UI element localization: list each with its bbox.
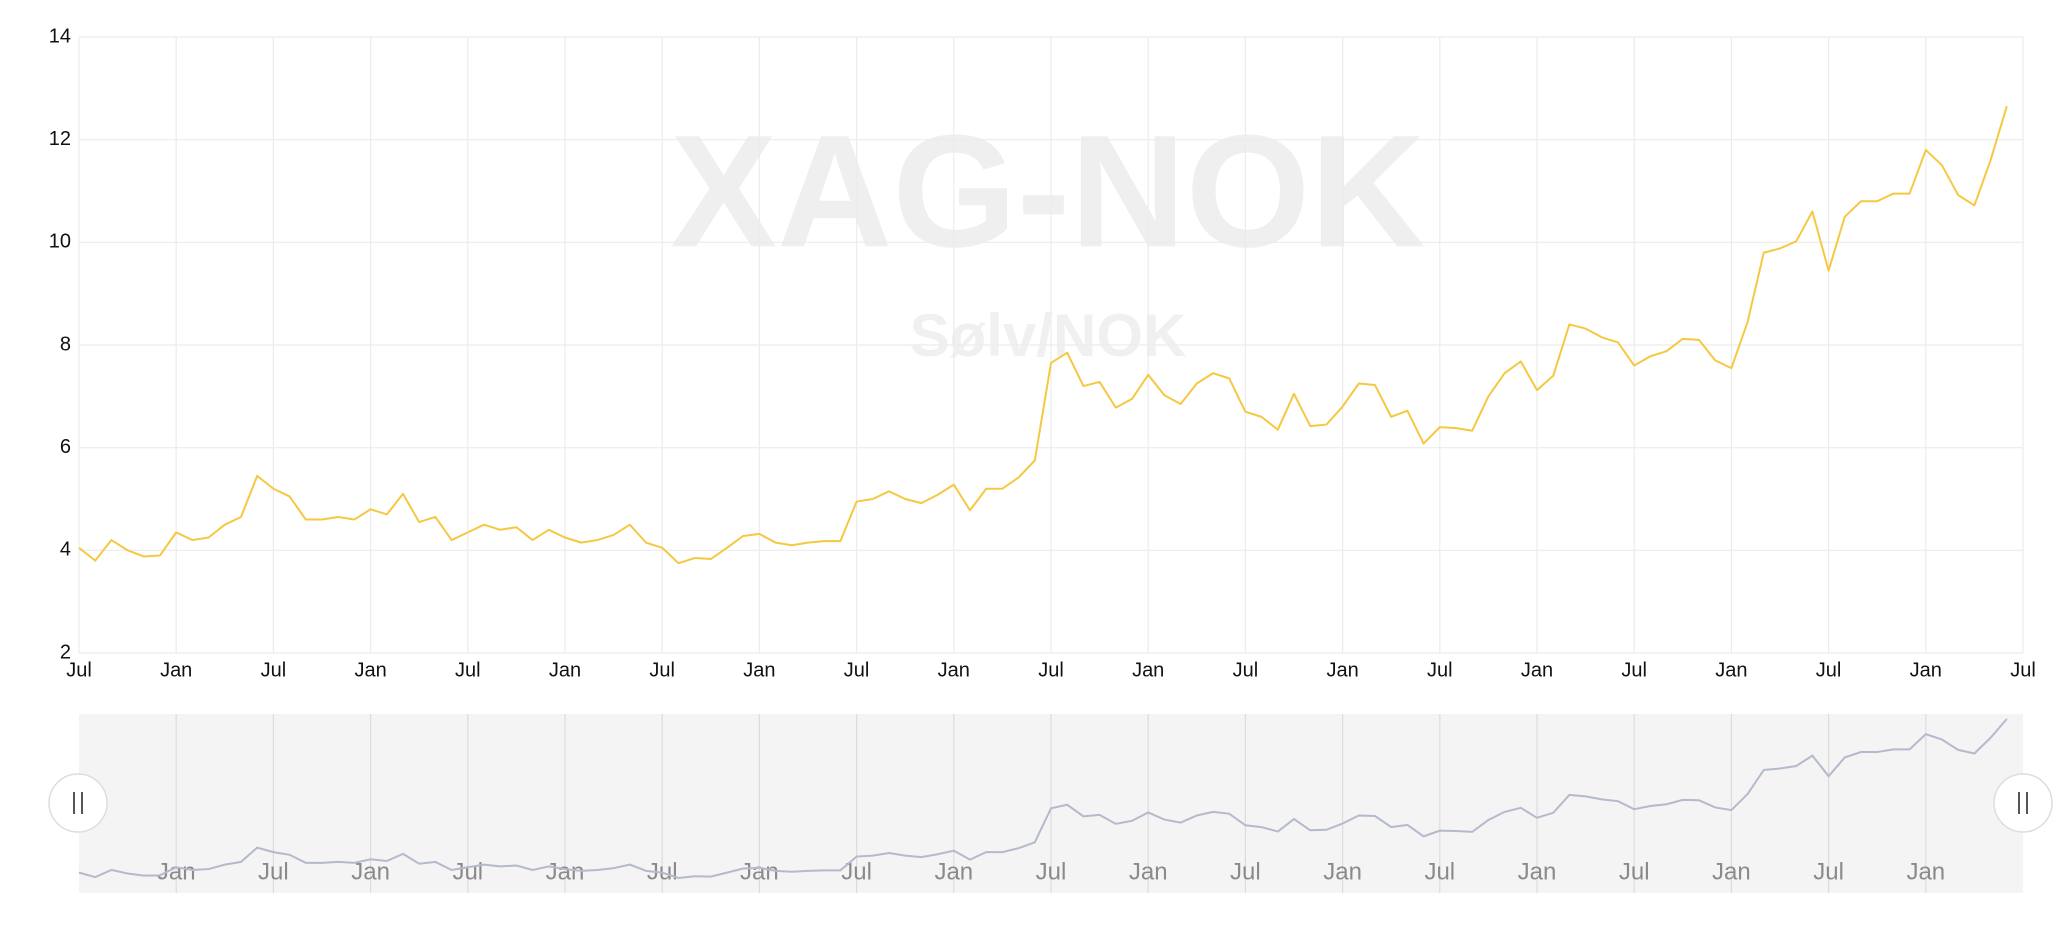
nav-tick-label: Jul (452, 858, 483, 885)
nav-handle-right[interactable] (1993, 773, 2053, 833)
y-tick-label: 6 (60, 436, 71, 458)
y-tick-label: 10 (49, 231, 71, 253)
x-tick-label: Jan (1910, 659, 1942, 681)
x-tick-label: Jul (66, 659, 92, 681)
price-line (78, 106, 2008, 565)
nav-tick-label: Jul (1424, 858, 1455, 885)
nav-tick-label: Jul (1619, 858, 1650, 885)
x-tick-label: Jan (160, 659, 192, 681)
x-tick-label: Jan (938, 659, 970, 681)
nav-tick-label: Jul (1813, 858, 1844, 885)
nav-tick-label: Jul (258, 858, 289, 885)
plot: 2 4 6 8 10 12 14 Jul Jan Jul Jan Jul Jan Jul Jan Jul Jan… (49, 25, 2036, 681)
x-tick-label: Jul (455, 659, 481, 681)
x-tick-label: Jan (1132, 659, 1164, 681)
x-tick-label: Jul (1816, 659, 1842, 681)
nav-line (78, 718, 2008, 880)
y-tick-label: 8 (60, 333, 71, 355)
x-tick-label: Jan (1715, 659, 1747, 681)
x-tick-label: Jan (743, 659, 775, 681)
x-tick-label: Jul (844, 659, 870, 681)
x-tick-label: Jan (354, 659, 386, 681)
nav-tick-label: Jan (1906, 858, 1945, 885)
x-tick-label: Jul (649, 659, 675, 681)
navigator-plot: Jan Jul Jan Jul Jan Jul Jan Jul Jan Jul Jan Jul Jan J… (78, 714, 2008, 893)
x-tick-label: Jan (1521, 659, 1553, 681)
nav-tick-label: Jul (1230, 858, 1261, 885)
x-tick-label: Jul (1233, 659, 1259, 681)
y-tick-label: 12 (49, 128, 71, 150)
x-tick-label: Jul (1621, 659, 1647, 681)
nav-tick-label: Jan (1712, 858, 1751, 885)
nav-tick-label: Jan (157, 858, 196, 885)
y-tick-label: 4 (60, 539, 71, 561)
nav-handle-left[interactable] (48, 773, 108, 833)
nav-tick-label: Jul (1036, 858, 1067, 885)
nav-tick-label: Jan (546, 858, 585, 885)
watermark: XAG-NOK (670, 101, 1426, 280)
nav-tick-label: Jul (841, 858, 872, 885)
x-tick-label: Jan (549, 659, 581, 681)
nav-tick-label: Jan (1518, 858, 1557, 885)
nav-tick-label: Jan (934, 858, 973, 885)
y-tick-label: 2 (60, 641, 71, 663)
x-tick-label: Jan (1326, 659, 1358, 681)
x-tick-label: Jul (1038, 659, 1064, 681)
nav-tick-label: Jan (740, 858, 779, 885)
nav-tick-label: Jan (1323, 858, 1362, 885)
x-tick-label: Jul (1427, 659, 1453, 681)
x-tick-label: Jul (2010, 659, 2036, 681)
x-tick-label: Jul (261, 659, 287, 681)
nav-tick-label: Jan (1129, 858, 1168, 885)
watermark-subtitle: Sølv/NOK (910, 302, 1187, 369)
y-tick-label: 14 (49, 25, 71, 47)
